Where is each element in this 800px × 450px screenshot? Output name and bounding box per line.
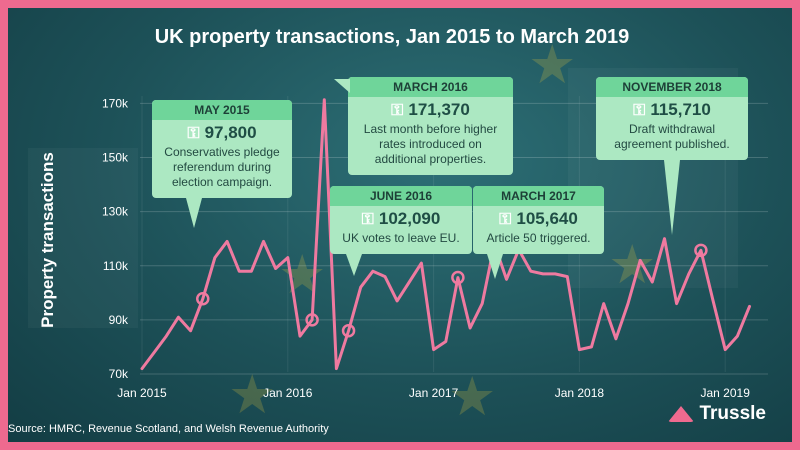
y-tick-label: 70k bbox=[109, 367, 129, 381]
callout-body: JUNE 2016 ⚿ 102,090 UK votes to leave EU. bbox=[330, 186, 472, 254]
callout-date: NOVEMBER 2018 bbox=[596, 77, 748, 97]
key-icon: ⚿ bbox=[187, 125, 200, 142]
annotation-callout: MARCH 2017 ⚿ 105,640 Article 50 triggered. bbox=[473, 186, 604, 279]
star-icon: ★ bbox=[528, 35, 577, 95]
y-tick-label: 150k bbox=[102, 151, 129, 165]
y-tick-label: 110k bbox=[103, 259, 129, 273]
callout-text: Conservatives pledge referendum during e… bbox=[164, 145, 280, 189]
star-icon: ★ bbox=[448, 367, 497, 427]
callout-text: Article 50 triggered. bbox=[486, 231, 591, 245]
x-tick-label: Jan 2018 bbox=[555, 386, 605, 400]
callout-pointer bbox=[664, 160, 680, 235]
callout-date: MAY 2015 bbox=[152, 100, 292, 120]
y-tick-label: 170k bbox=[102, 96, 129, 110]
callout-value-text: 97,800 bbox=[204, 123, 257, 142]
callout-text: UK votes to leave EU. bbox=[342, 231, 460, 245]
series-line bbox=[140, 98, 751, 371]
callout-pointer bbox=[334, 79, 350, 93]
x-tick-label: Jan 2019 bbox=[701, 386, 751, 400]
annotation-callout: MARCH 2016 ⚿ 171,370 Last month before high… bbox=[334, 77, 513, 175]
callout-date: MARCH 2016 bbox=[348, 77, 513, 97]
chart-title: UK property transactions, Jan 2015 to Ma… bbox=[154, 26, 630, 48]
highlight-point bbox=[451, 270, 465, 285]
annotation-callout: NOVEMBER 2018 ⚿ 115,710 Draft withdrawal ag… bbox=[596, 77, 748, 235]
star-icon: ★ bbox=[608, 235, 657, 295]
source-note: Source: HMRC, Revenue Scotland, and Wels… bbox=[8, 423, 329, 435]
callout-date: JUNE 2016 bbox=[330, 186, 472, 206]
key-icon: ⚿ bbox=[391, 102, 404, 119]
callout-body: MARCH 2016 ⚿ 171,370 Last month before high… bbox=[348, 77, 513, 175]
callout-body: MARCH 2017 ⚿ 105,640 Article 50 triggered. bbox=[473, 186, 604, 254]
highlight-point bbox=[694, 243, 708, 258]
callout-pointer bbox=[346, 254, 362, 276]
callout-body: MAY 2015 ⚿ 97,800 Conservatives pledge refe… bbox=[152, 100, 292, 198]
callout-date: MARCH 2017 bbox=[473, 186, 604, 206]
trussle-logo-icon bbox=[668, 406, 695, 422]
callout-pointer bbox=[186, 198, 202, 228]
callout-value: ⚿ 97,800 bbox=[152, 120, 292, 145]
callout-value-text: 105,640 bbox=[516, 209, 578, 228]
callout-value: ⚿ 115,710 bbox=[596, 97, 748, 122]
key-icon: ⚿ bbox=[499, 211, 512, 228]
callout-body: NOVEMBER 2018 ⚿ 115,710 Draft withdrawal ag… bbox=[596, 77, 748, 160]
x-tick-label: Jan 2015 bbox=[117, 386, 167, 400]
annotation-callout: JUNE 2016 ⚿ 102,090 UK votes to leave EU. bbox=[330, 186, 472, 276]
callout-pointer bbox=[487, 254, 503, 279]
annotation-callout: MAY 2015 ⚿ 97,800 Conservatives pledge refe… bbox=[152, 100, 292, 228]
y-tick-label: 90k bbox=[109, 313, 129, 327]
star-icon: ★ bbox=[278, 245, 327, 305]
background-building bbox=[28, 148, 138, 328]
callout-text: Last month before higher rates introduce… bbox=[363, 122, 498, 166]
key-icon: ⚿ bbox=[633, 102, 646, 119]
highlight-point bbox=[196, 292, 210, 306]
key-icon: ⚿ bbox=[361, 211, 374, 228]
callout-value: ⚿ 105,640 bbox=[473, 206, 604, 231]
callout-value: ⚿ 171,370 bbox=[348, 97, 513, 122]
brand-logo: Trussle bbox=[668, 403, 766, 425]
highlight-point bbox=[305, 313, 319, 327]
x-tick-label: Jan 2017 bbox=[409, 386, 459, 400]
callout-value: ⚿ 102,090 bbox=[330, 206, 472, 231]
x-tick-label: Jan 2016 bbox=[263, 386, 313, 400]
callout-value-text: 171,370 bbox=[408, 100, 470, 119]
callout-value-text: 115,710 bbox=[650, 100, 711, 119]
star-icon: ★ bbox=[228, 365, 277, 425]
brand-name: Trussle bbox=[699, 403, 766, 424]
callout-value-text: 102,090 bbox=[378, 209, 441, 228]
y-tick-label: 130k bbox=[102, 205, 129, 219]
highlight-point bbox=[341, 323, 356, 338]
callout-text: Draft withdrawal agreement published. bbox=[614, 122, 730, 151]
